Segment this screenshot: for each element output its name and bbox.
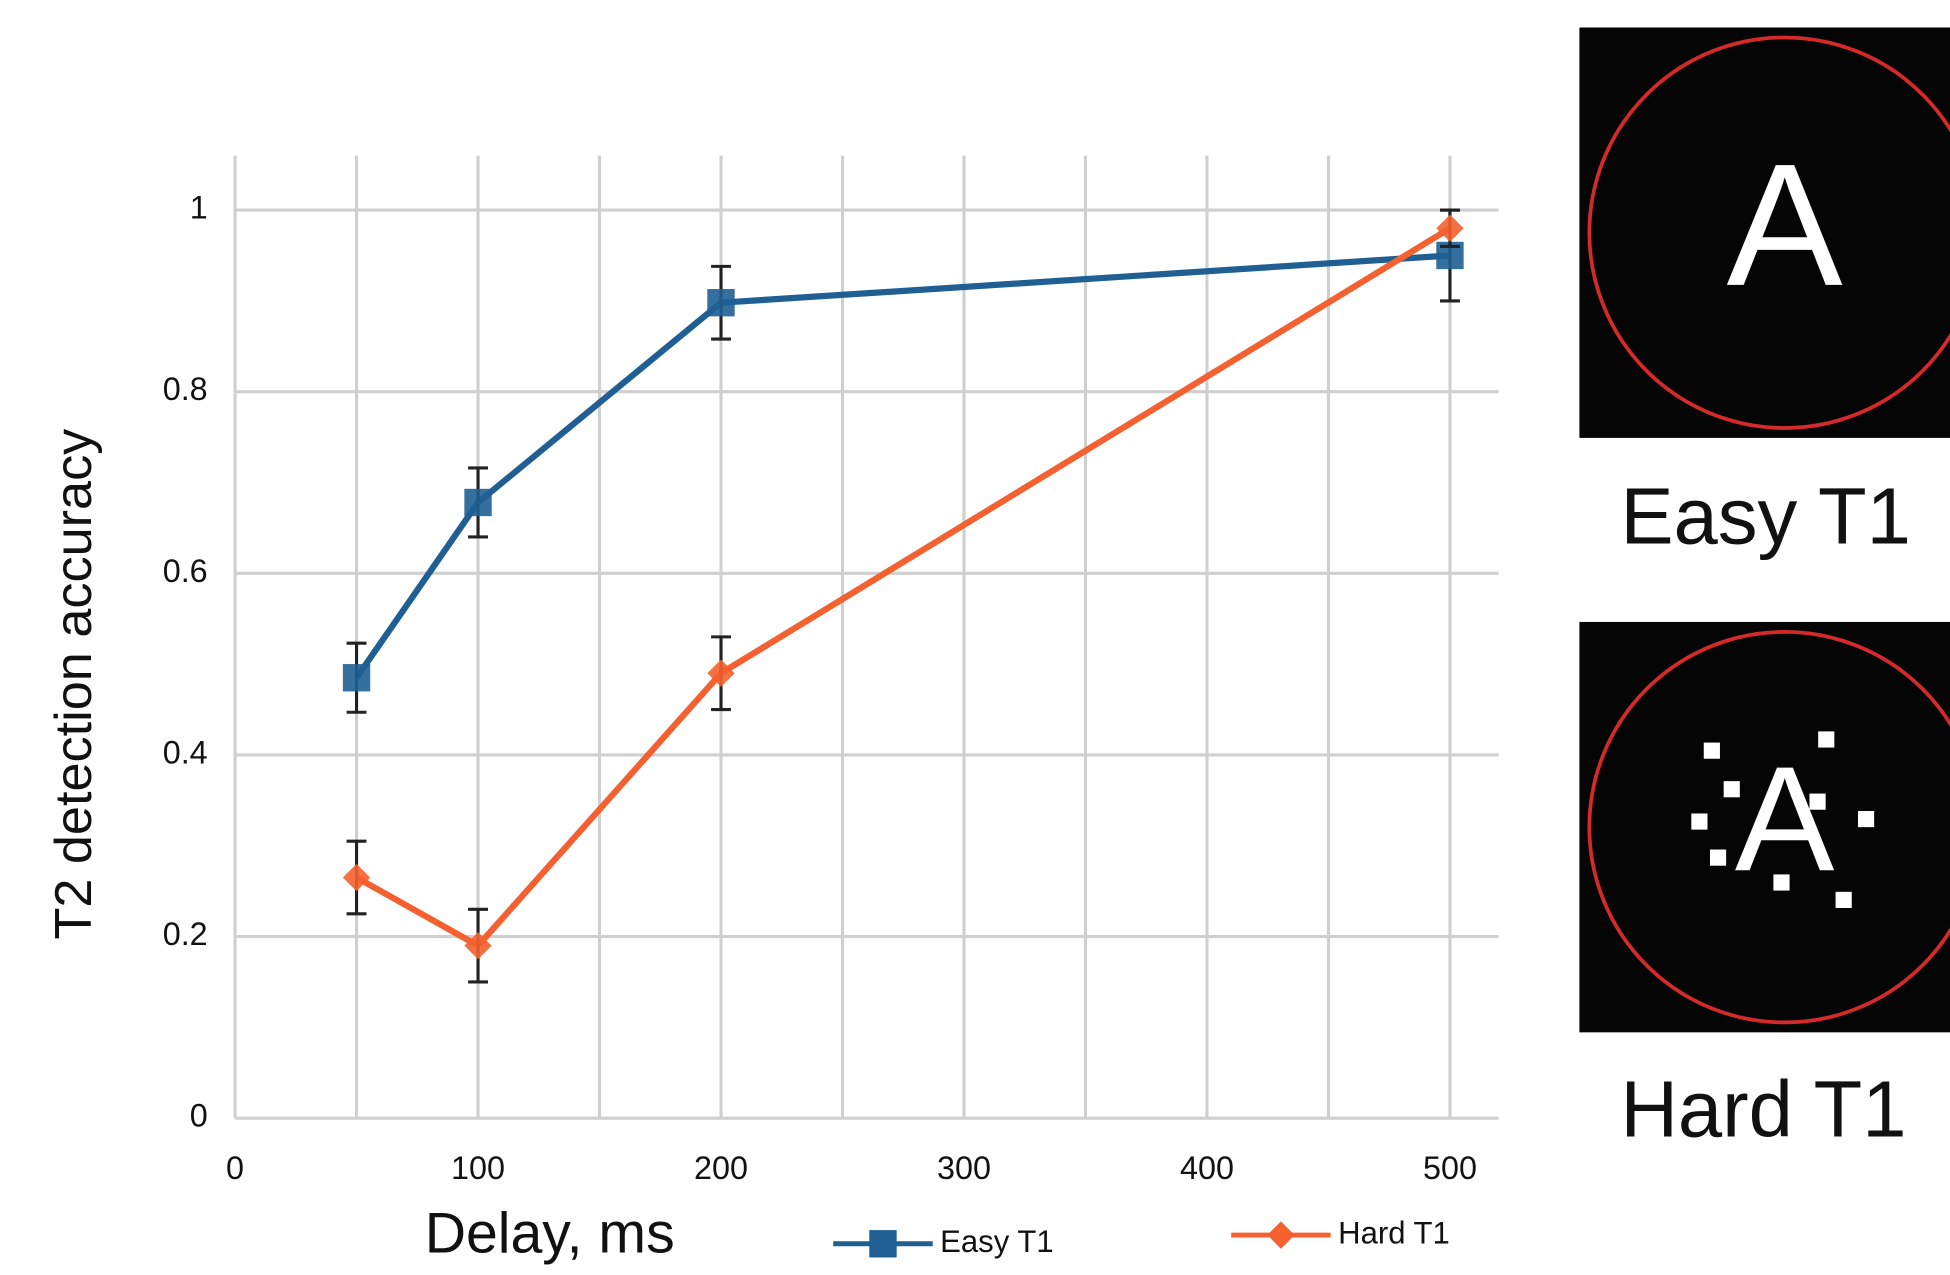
x-axis-title: Delay, ms <box>425 1202 675 1266</box>
x-tick-label: 100 <box>451 1150 505 1186</box>
x-tick-label: 300 <box>937 1150 991 1186</box>
legend-label: Easy T1 <box>940 1224 1053 1259</box>
x-tick-label: 400 <box>1180 1150 1234 1186</box>
y-tick-label: 0.2 <box>163 916 208 952</box>
plot: 0 0.2 0.4 0.6 0.8 1 0 100 200 300 400 500 Easy T1 Har… <box>163 155 1499 1259</box>
legend-label: Hard T1 <box>1338 1215 1450 1250</box>
stimulus-letter: A <box>1727 127 1843 322</box>
marker <box>707 659 735 687</box>
marker <box>1436 214 1464 242</box>
stimulus-circle <box>1587 630 1950 1025</box>
marker <box>342 863 371 892</box>
stimulus-circle <box>1587 35 1950 430</box>
series-line <box>353 252 1451 680</box>
distractor-dots <box>1691 731 1875 908</box>
marker <box>464 931 492 960</box>
marker <box>464 488 492 517</box>
legend-item: Hard T1 <box>1231 1215 1450 1250</box>
y-axis-title: T2 detection accuracy <box>45 429 103 940</box>
y-tick-label: 1 <box>190 190 208 226</box>
series-line <box>355 225 1452 949</box>
y-tick-label: 0 <box>190 1098 208 1134</box>
panel-label: Hard T1 <box>1620 1065 1906 1154</box>
x-tick-label: 200 <box>694 1150 748 1186</box>
marker <box>869 1230 897 1258</box>
stimulus-hard <box>1579 621 1950 1033</box>
marker <box>342 664 371 692</box>
y-tick-label: 0.8 <box>163 371 208 407</box>
y-tick-label: 0.6 <box>163 553 208 589</box>
marker <box>1267 1221 1295 1249</box>
panel-label: Easy T1 <box>1620 471 1910 560</box>
legend-item: Easy T1 <box>833 1224 1054 1259</box>
y-tick-label: 0.4 <box>163 734 208 770</box>
x-tick-label: 500 <box>1423 1150 1477 1186</box>
x-tick-label: 0 <box>226 1150 244 1186</box>
stimulus-easy <box>1579 27 1950 438</box>
marker <box>707 289 735 317</box>
